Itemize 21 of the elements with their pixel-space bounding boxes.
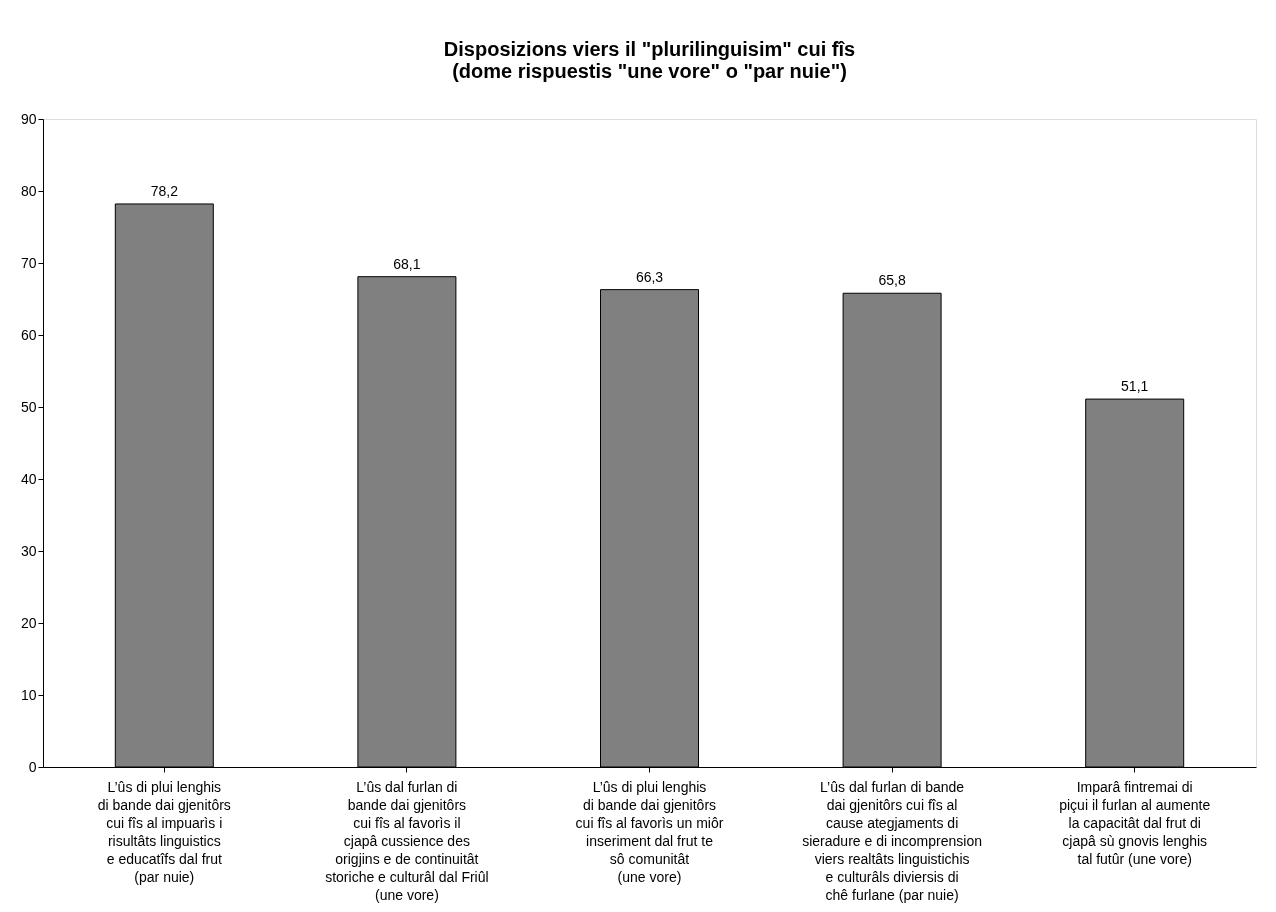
y-tick-label: 10 [20,686,37,703]
y-tick-label: 70 [20,254,37,271]
y-tick-label: 60 [20,326,37,343]
y-tick-label: 80 [20,182,37,199]
y-tick-label: 0 [28,758,37,775]
x-tick-label: L’ûs dal furlan di bande dai gjenitôrs cui fîs al cause ategjaments di sieradure e di incomprension viers realtâts linguistichis e culturâls diviersis di chê furlane (par nuie) [802,778,982,903]
x-tick-label: L’ûs di plui lenghis di bande dai gjenitôrs cui fîs al impuarìs i risultâts linguistics e educatîfs dal frut (par nuie) [97,778,231,885]
y-tick-label: 90 [20,110,37,127]
y-tick-label: 20 [20,614,37,631]
data-label: 66,3 [635,268,664,285]
data-label: 51,1 [1121,378,1149,395]
chart-title: Disposizions viers il "plurilinguisim" cui fîs (dome rispuestis "une vore" o "par nuie") [443,38,856,82]
x-tick-label: Imparâ fintremai di piçui il furlan al aumente la capacitât dal frut di cjapâ sù gnovis lenghis tal futûr (une vore) [1059,778,1211,867]
y-tick-label: 50 [20,398,37,415]
y-tick-label: 30 [20,542,37,559]
y-tick-label: 40 [20,470,37,487]
data-label: 78,2 [150,182,179,199]
data-label: 68,1 [393,255,421,272]
data-label: 65,8 [878,272,906,289]
x-tick-label: L’ûs di plui lenghis di bande dai gjenitôrs cui fîs al favorìs un miôr inseriment dal frut te sô comunitât (une vore) [575,778,724,885]
x-tick-label: L’ûs dal furlan di bande dai gjenitôrs cui fîs al favorìs il cjapâ cussience des origjins e de continuitât storiche e culturâl dal Friûl (une vore) [325,778,489,903]
